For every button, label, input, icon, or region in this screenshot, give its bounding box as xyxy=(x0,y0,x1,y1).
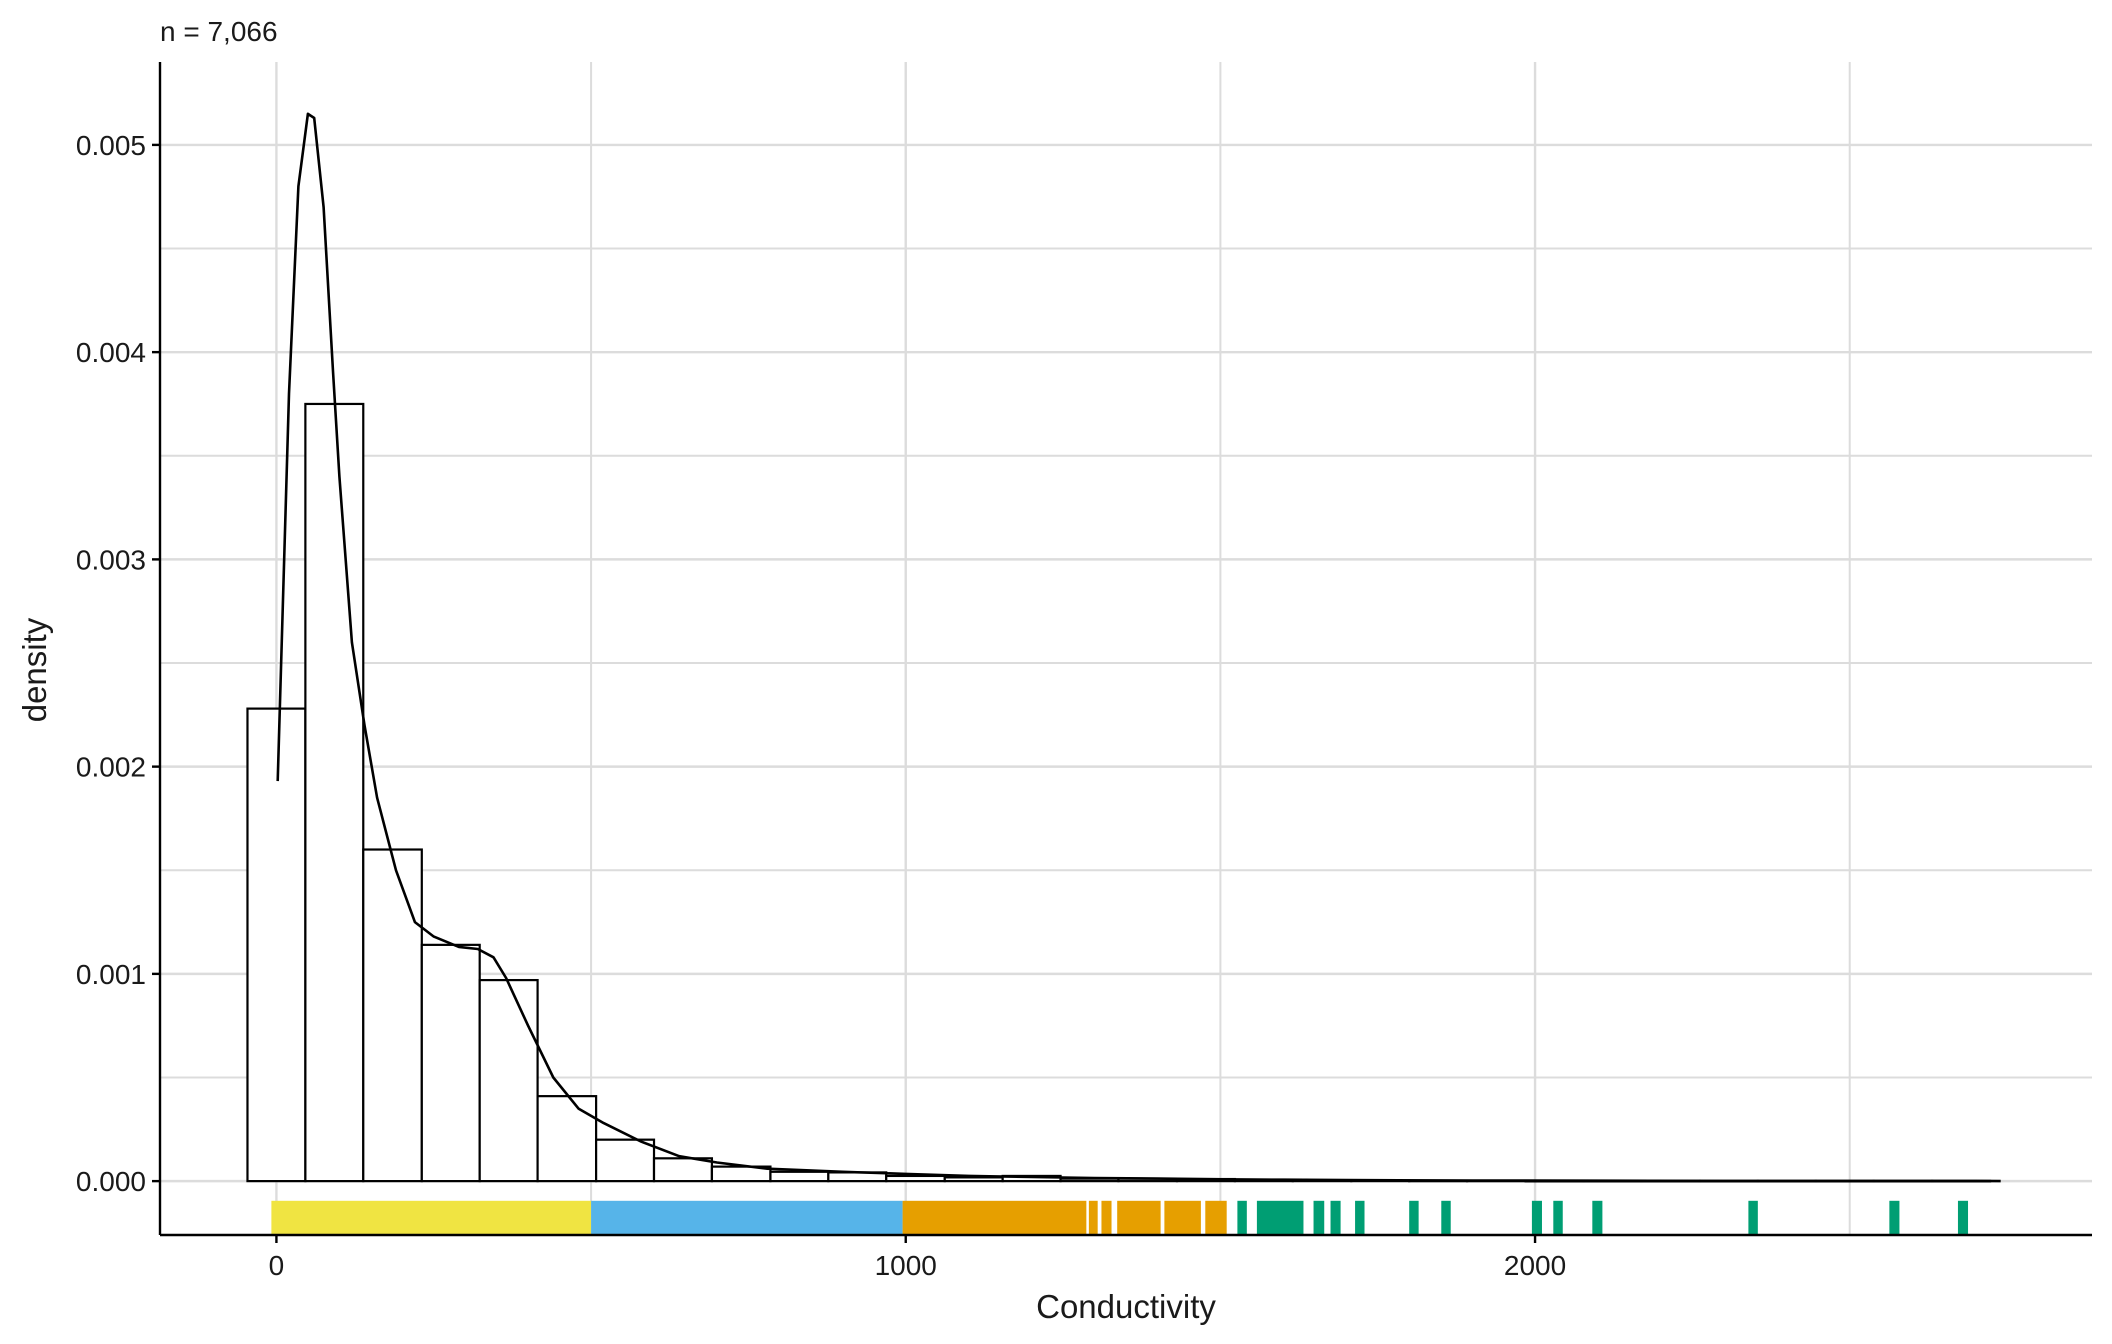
rug-segment xyxy=(1313,1200,1325,1234)
density-curve-layer xyxy=(276,112,2001,1183)
y-tick-label: 0.000 xyxy=(76,1166,146,1197)
y-tick-label: 0.004 xyxy=(76,337,146,368)
density-curve xyxy=(276,112,2001,1183)
rug-segment xyxy=(1889,1200,1900,1234)
x-tick-label: 2000 xyxy=(1504,1250,1566,1281)
rug-segment xyxy=(1748,1200,1758,1234)
histogram-bar xyxy=(304,402,365,1183)
rug-segment xyxy=(1101,1200,1112,1234)
chart-subtitle: n = 7,066 xyxy=(160,16,278,47)
rug-segment xyxy=(271,1200,592,1234)
rug-segment xyxy=(1553,1200,1563,1234)
rug-segment xyxy=(1592,1200,1603,1234)
y-axis-title: density xyxy=(16,617,53,722)
rug-segment xyxy=(1531,1200,1542,1234)
histogram-bar xyxy=(362,848,423,1183)
histogram-bar xyxy=(885,1174,946,1183)
rug-segment xyxy=(1237,1200,1247,1234)
axes: 0.000 0.001 0.002 0.003 0.004 0.005 0 1000 2000 xyxy=(76,62,2092,1281)
histogram-bar xyxy=(420,943,481,1183)
rug-segment xyxy=(1205,1200,1227,1234)
histogram-bar xyxy=(943,1176,1004,1183)
rug-segment xyxy=(1117,1200,1161,1234)
rug-segment xyxy=(902,1200,1087,1234)
rug-segment xyxy=(591,1200,903,1234)
histogram-bar xyxy=(595,1138,656,1183)
histogram-bar xyxy=(652,1157,714,1183)
rug-segment xyxy=(1957,1200,1969,1234)
histogram-bar xyxy=(478,978,539,1183)
rug-segment xyxy=(1409,1200,1419,1234)
rug-segment xyxy=(1355,1200,1365,1234)
histogram-bar xyxy=(769,1170,830,1183)
x-tick-label: 0 xyxy=(269,1250,285,1281)
histogram-bar xyxy=(536,1095,598,1183)
histogram-bar xyxy=(246,707,307,1183)
rug-strip xyxy=(271,1200,1969,1234)
rug-segment xyxy=(1164,1200,1201,1234)
y-tick-label: 0.003 xyxy=(76,544,146,575)
y-tick-label: 0.001 xyxy=(76,959,146,990)
x-axis-title: Conductivity xyxy=(1036,1288,1216,1325)
x-tick-label: 1000 xyxy=(875,1250,937,1281)
histogram-bars xyxy=(246,402,1992,1183)
rug-segment xyxy=(1330,1200,1341,1234)
rug-segment xyxy=(1441,1200,1451,1234)
rug-segment xyxy=(1088,1200,1098,1234)
y-tick-label: 0.002 xyxy=(76,752,146,783)
rug-segment xyxy=(1256,1200,1304,1234)
y-tick-label: 0.005 xyxy=(76,130,146,161)
axis-labels: n = 7,066 Conductivity density xyxy=(16,16,1216,1325)
